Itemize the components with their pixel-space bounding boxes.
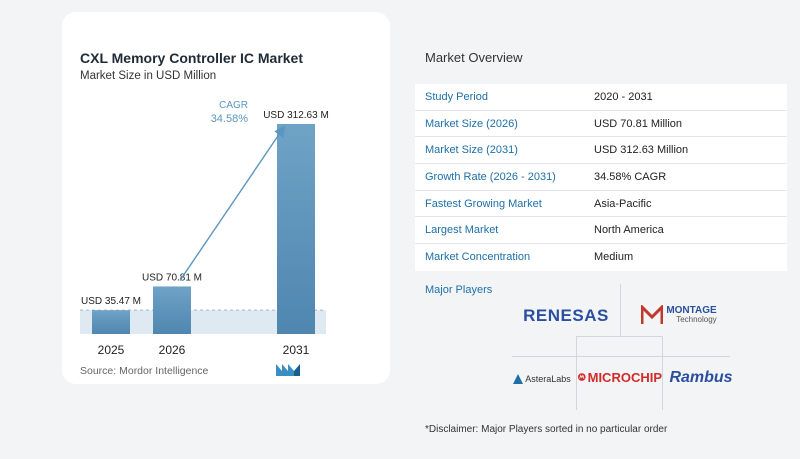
- data-label-2026: USD 70.81 M: [142, 272, 202, 283]
- chart-title: CXL Memory Controller IC Market: [80, 50, 304, 66]
- bar-chart: USD 35.47 M 2025 USD 70.81 M 2026 USD 312.63…: [80, 100, 329, 357]
- overview-row: Study Period 2020 - 2031: [415, 84, 787, 111]
- montage-m-icon: [641, 305, 664, 324]
- overview-key: Fastest Growing Market: [425, 197, 542, 210]
- overview-key: Largest Market: [425, 224, 499, 237]
- overview-row: Fastest Growing Market Asia-Pacific: [415, 190, 787, 218]
- overview-row: Growth Rate (2026 - 2031) 34.58% CAGR: [415, 164, 787, 191]
- grid-divider: [576, 336, 577, 410]
- overview-key: Market Size (2031): [425, 144, 518, 157]
- montage-logo: MONTAGE Technology: [624, 298, 734, 332]
- overview-row: Largest Market North America: [415, 217, 787, 245]
- bar-2026: [153, 286, 191, 334]
- cagr-arrow: [179, 125, 286, 281]
- grid-divider: [576, 336, 663, 337]
- asteralabs-logo: AsteraLabs: [510, 368, 574, 390]
- x-tick-2026: 2026: [159, 343, 186, 357]
- renesas-logo: RENESAS: [514, 302, 618, 330]
- overview-value: 2020 - 2031: [594, 90, 653, 103]
- overview-row: Market Concentration Medium: [415, 244, 787, 271]
- major-players-label: Major Players: [425, 284, 493, 296]
- microchip-logo-text: MICROCHIP: [587, 369, 662, 385]
- overview-value: Asia-Pacific: [594, 197, 652, 210]
- chart-subtitle: Market Size in USD Million: [80, 70, 217, 82]
- renesas-logo-text: RENESAS: [523, 306, 609, 325]
- overview-key: Market Concentration: [425, 251, 531, 264]
- overview-value: USD 312.63 Million: [594, 144, 689, 157]
- overview-key: Study Period: [425, 90, 488, 103]
- microchip-icon: [578, 373, 586, 381]
- major-players-logos: RENESAS MONTAGE Technology AsteraLabs MI…: [500, 284, 740, 410]
- overview-key: Market Size (2026): [425, 117, 518, 130]
- x-tick-2031: 2031: [283, 343, 310, 357]
- bar-2031: [277, 124, 315, 334]
- overview-value: Medium: [594, 251, 634, 264]
- grid-divider: [512, 356, 730, 357]
- overview-value: USD 70.81 Million: [594, 117, 683, 130]
- montage-logo-subtext: Technology: [676, 315, 717, 324]
- overview-key: Growth Rate (2026 - 2031): [425, 170, 556, 183]
- overview-value: North America: [594, 224, 664, 237]
- data-label-2031: USD 312.63 M: [263, 110, 329, 121]
- mordor-intelligence-logo-icon: [276, 364, 300, 376]
- cagr-value: 34.58%: [211, 113, 249, 125]
- baseline-band: [80, 310, 326, 334]
- microchip-logo: MICROCHIP: [578, 362, 662, 392]
- disclaimer: *Disclaimer: Major Players sorted in no …: [425, 424, 668, 435]
- data-label-2025: USD 35.47 M: [81, 296, 141, 307]
- montage-logo-text: MONTAGE: [666, 305, 717, 316]
- asteralabs-logo-text: AsteraLabs: [525, 374, 571, 384]
- overview-row: Market Size (2026) USD 70.81 Million: [415, 110, 787, 138]
- x-tick-2025: 2025: [98, 343, 125, 357]
- rambus-logo: Rambus: [666, 366, 736, 390]
- grid-divider: [662, 336, 663, 410]
- market-overview-table: Study Period 2020 - 2031 Market Size (20…: [415, 84, 787, 271]
- astera-triangle-icon: [513, 374, 524, 384]
- overview-value: 34.58% CAGR: [594, 170, 667, 183]
- rambus-logo-text: Rambus: [669, 369, 733, 386]
- cagr-label: CAGR: [219, 100, 248, 111]
- overview-row: Market Size (2031) USD 312.63 Million: [415, 137, 787, 165]
- overview-title: Market Overview: [425, 50, 523, 65]
- bar-2025: [92, 310, 130, 334]
- source-note: Source: Mordor Intelligence: [80, 365, 209, 377]
- grid-divider: [620, 284, 621, 336]
